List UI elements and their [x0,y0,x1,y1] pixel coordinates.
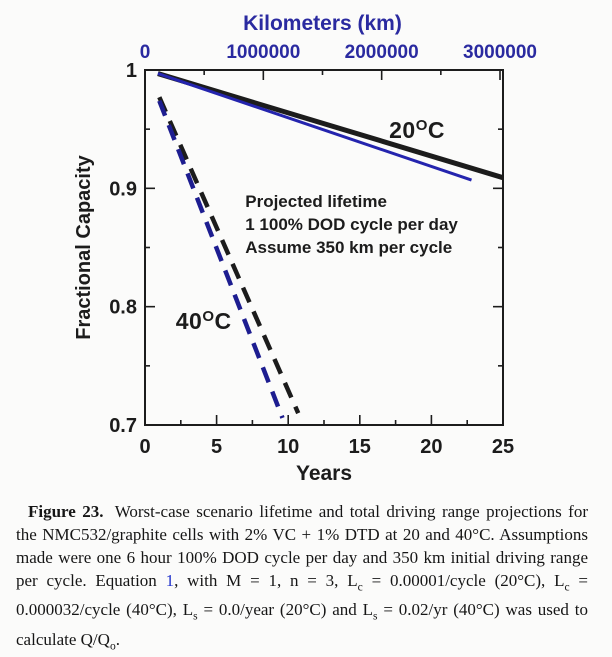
series-line-20C-blue-solid [157,72,472,182]
y-tick-label: 0.7 [109,415,137,437]
x-tick-label: 15 [349,436,371,458]
caption-text-1: Worst-case scenario lifetime and total d… [16,502,588,590]
km-tick-label: 3000000 [463,42,537,63]
x-tick-label: 25 [492,436,514,458]
figure-number: Figure 23. [28,502,104,521]
km-tick-label: 1000000 [226,42,300,63]
x-tick-label: 20 [420,436,442,458]
caption-text-2: , with M = 1, n = 3, L [174,571,358,590]
chart-svg: 0 5 10 15 20 25 0 1000000 2000000 3000000 1 0.9 0.8 0… [73,12,537,485]
series-line-40C-blue-dashed [157,99,285,419]
series-line-20C-black-solid [157,71,504,181]
subscript-s: s [372,609,378,623]
y-tick-label: 0.9 [109,178,137,200]
series-line-40C-black-dashed [157,96,301,415]
x-tick-label: 5 [211,436,222,458]
chart-area: 0 5 10 15 20 25 0 1000000 2000000 3000000 1 0.9 0.8 0… [73,12,537,485]
equation-link[interactable]: 1 [165,571,175,590]
caption-text-3: = 0.00001/cycle (20°C), L [362,571,565,590]
km-tick-label: 2000000 [345,42,419,63]
figure-caption: Figure 23. Worst-case scenario lifetime … [0,492,612,657]
x-axis-title: Years [296,462,352,485]
subscript-s: s [193,609,198,623]
caption-text-5: = 0.0/year (20°C) and L [197,600,373,620]
km-tick-label: 0 [140,42,151,63]
caption-text-4: = 0.000032/cycle (40°C), L [16,571,588,620]
subscript-c: c [357,580,363,594]
subscript-c: c [564,580,570,594]
y-tick-label: 0.8 [109,297,137,319]
x-tick-label: 0 [139,436,150,458]
figure-page: 0 5 10 15 20 25 0 1000000 2000000 3000000 1 0.9 0.8 0… [16,12,588,653]
caption-text-7: . [115,629,120,649]
y-axis-title: Fractional Capacity [73,154,95,339]
top-axis-title: Kilometers (km) [243,12,402,35]
x-tick-label: 10 [277,436,299,458]
y-tick-label: 1 [126,60,137,82]
